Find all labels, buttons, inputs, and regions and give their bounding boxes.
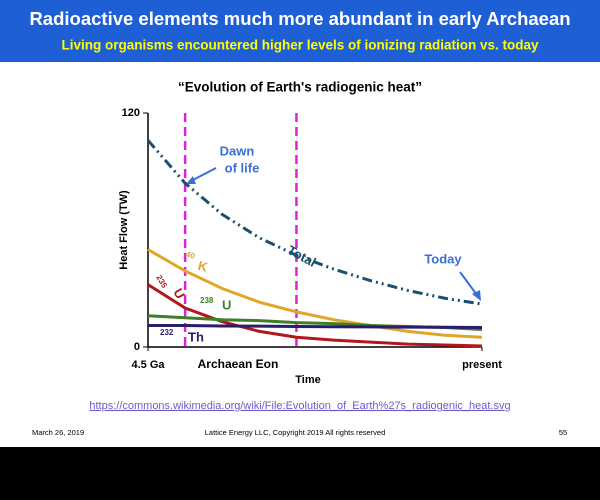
annotation: Today xyxy=(424,251,462,266)
bottom-band xyxy=(0,447,600,500)
series-line xyxy=(148,324,483,329)
footer-date: March 26, 2019 xyxy=(32,428,84,437)
legend-label: Th xyxy=(188,329,204,344)
slide-subtitle: Living organisms encountered higher leve… xyxy=(61,38,539,53)
arrow-head xyxy=(186,176,196,184)
x-tick-label: 4.5 Ga xyxy=(131,359,165,371)
annotation: Dawn xyxy=(220,143,255,158)
legend-mass: 238 xyxy=(200,296,214,305)
series-line xyxy=(147,283,483,348)
legend-label: K xyxy=(196,258,210,275)
y-axis-label: Heat Flow (TW) xyxy=(118,190,130,270)
legend-mass: 40 xyxy=(185,249,197,261)
legend-mass: 232 xyxy=(160,328,174,337)
footer-page: 55 xyxy=(559,428,567,437)
annotation: of life xyxy=(225,160,260,175)
x-axis-label: Time xyxy=(295,374,320,386)
footer-copyright: Lattice Energy LLC, Copyright 2019 All r… xyxy=(205,428,386,437)
arrow xyxy=(190,167,217,182)
legend-label: U xyxy=(222,297,231,312)
arrow-head xyxy=(472,290,481,301)
annotation: Archaean Eon xyxy=(198,357,279,371)
series-line xyxy=(146,139,483,306)
y-tick-label: 0 xyxy=(134,341,140,353)
source-link[interactable]: https://commons.wikimedia.org/wiki/File:… xyxy=(89,400,510,412)
header-band xyxy=(0,0,600,62)
slide-title: Radioactive elements much more abundant … xyxy=(29,8,570,29)
series-line xyxy=(147,248,483,339)
arrow xyxy=(459,271,478,296)
chart-title: “Evolution of Earth's radiogenic heat” xyxy=(178,80,422,95)
y-tick-label: 120 xyxy=(122,107,140,119)
x-tick-label: present xyxy=(462,359,502,371)
